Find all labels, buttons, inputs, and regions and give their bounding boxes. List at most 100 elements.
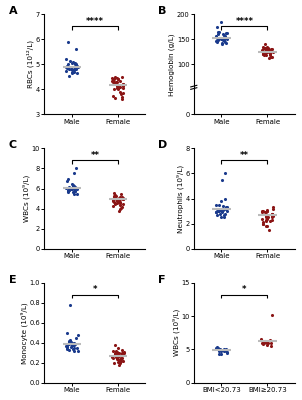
Point bbox=[110, 196, 115, 203]
Point bbox=[111, 202, 115, 209]
Point bbox=[266, 55, 271, 62]
Point bbox=[217, 350, 222, 357]
Point bbox=[75, 64, 80, 70]
Point bbox=[217, 28, 221, 35]
Point bbox=[263, 41, 268, 48]
Point bbox=[118, 360, 123, 366]
Point bbox=[270, 212, 275, 218]
Point bbox=[73, 341, 78, 347]
Point bbox=[268, 46, 273, 52]
Point bbox=[113, 192, 118, 199]
Point bbox=[67, 337, 72, 343]
Point bbox=[113, 80, 117, 86]
Point bbox=[120, 96, 124, 102]
Point bbox=[264, 223, 268, 229]
Point bbox=[222, 347, 226, 353]
Point bbox=[66, 38, 71, 45]
Point bbox=[215, 346, 220, 353]
Point bbox=[118, 204, 123, 211]
Point bbox=[75, 70, 79, 76]
Point bbox=[112, 74, 117, 80]
Point bbox=[223, 210, 228, 217]
Point bbox=[116, 76, 121, 82]
Point bbox=[121, 195, 126, 202]
Point bbox=[73, 61, 78, 68]
Point bbox=[220, 31, 225, 38]
Point bbox=[215, 31, 220, 38]
Point bbox=[114, 79, 119, 85]
Point bbox=[119, 193, 124, 200]
Point bbox=[66, 175, 71, 182]
Point bbox=[111, 355, 116, 361]
Point bbox=[265, 46, 270, 52]
Point bbox=[219, 351, 223, 357]
Point bbox=[116, 194, 121, 201]
Point bbox=[71, 188, 76, 195]
Point bbox=[213, 345, 218, 351]
Point bbox=[75, 62, 80, 69]
Point bbox=[260, 46, 265, 52]
Point bbox=[120, 82, 125, 89]
Point bbox=[270, 210, 275, 217]
Point bbox=[71, 183, 76, 190]
Point bbox=[112, 95, 117, 101]
Point bbox=[267, 48, 272, 55]
Point bbox=[114, 75, 119, 81]
Point bbox=[69, 340, 73, 346]
Point bbox=[118, 84, 123, 90]
Point bbox=[114, 349, 119, 355]
Point bbox=[64, 64, 69, 70]
Point bbox=[111, 360, 116, 366]
Point bbox=[116, 354, 121, 360]
Point bbox=[269, 312, 274, 318]
Point bbox=[221, 212, 226, 218]
Point bbox=[66, 186, 71, 193]
Point bbox=[69, 66, 74, 72]
Point bbox=[68, 344, 73, 350]
Point bbox=[120, 196, 125, 202]
Point bbox=[263, 209, 268, 216]
Point bbox=[118, 195, 123, 202]
Point bbox=[266, 227, 271, 233]
Point bbox=[218, 348, 223, 354]
Point bbox=[261, 220, 266, 227]
Point bbox=[72, 170, 76, 177]
Point bbox=[219, 18, 223, 25]
Point bbox=[113, 352, 117, 358]
Point bbox=[265, 342, 269, 348]
Point bbox=[121, 352, 126, 358]
Point bbox=[114, 196, 119, 203]
Point bbox=[271, 48, 276, 55]
Point bbox=[214, 35, 219, 42]
Point bbox=[215, 208, 220, 214]
Text: B: B bbox=[158, 6, 167, 16]
Text: ****: **** bbox=[236, 17, 253, 26]
Y-axis label: WBCs (10⁹/L): WBCs (10⁹/L) bbox=[172, 309, 180, 356]
Point bbox=[115, 356, 120, 362]
Point bbox=[264, 214, 269, 220]
Point bbox=[69, 68, 74, 75]
Point bbox=[120, 351, 124, 357]
Text: **: ** bbox=[90, 151, 99, 160]
Point bbox=[75, 185, 79, 192]
Point bbox=[265, 215, 270, 222]
Point bbox=[119, 347, 124, 353]
Point bbox=[70, 70, 75, 76]
Point bbox=[269, 48, 274, 54]
Text: F: F bbox=[158, 275, 166, 285]
Point bbox=[71, 181, 76, 188]
Point bbox=[218, 346, 223, 352]
Point bbox=[116, 359, 120, 365]
Point bbox=[119, 358, 124, 364]
Point bbox=[259, 208, 264, 214]
Text: *: * bbox=[242, 285, 247, 294]
Point bbox=[213, 38, 218, 44]
Point bbox=[116, 357, 121, 363]
Point bbox=[265, 45, 270, 52]
Point bbox=[270, 210, 275, 217]
Point bbox=[269, 46, 274, 52]
Point bbox=[73, 187, 78, 194]
Point bbox=[121, 358, 126, 364]
Point bbox=[267, 218, 272, 224]
Point bbox=[220, 203, 225, 209]
